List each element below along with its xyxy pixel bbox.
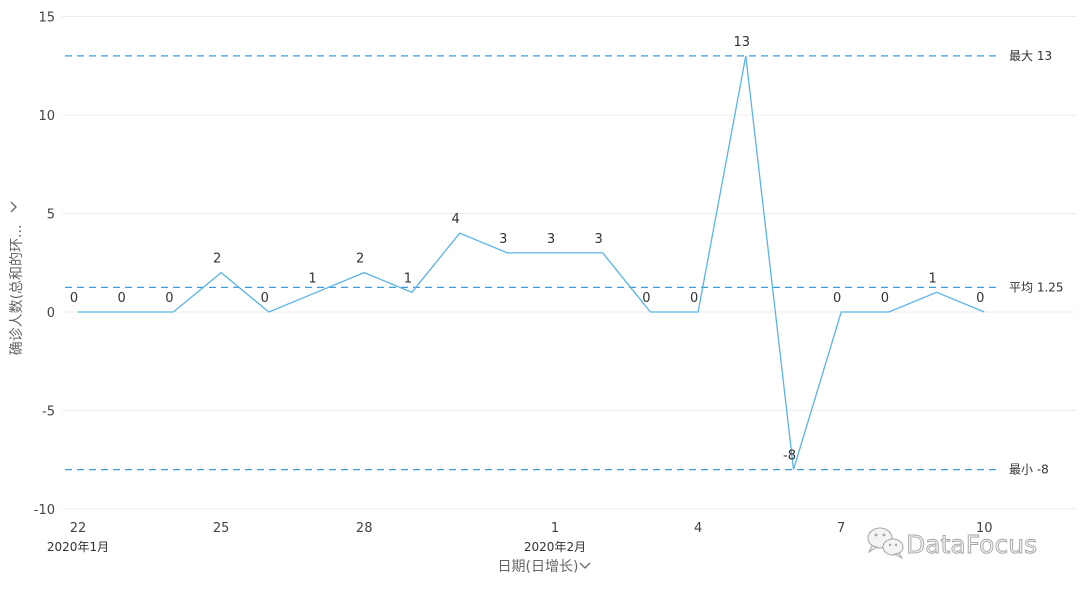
data-point	[696, 310, 700, 314]
x-tick-label: 25	[213, 521, 230, 536]
data-label: 2	[213, 252, 221, 267]
data-label: 13	[734, 35, 751, 50]
chevron-down-icon[interactable]	[579, 562, 591, 569]
data-label: 4	[451, 212, 459, 227]
watermark: DataFocus	[867, 527, 1038, 560]
data-label: 0	[70, 291, 78, 306]
y-axis-tick-labels: 15 10 5 0 -5 -10	[34, 11, 55, 519]
y-tick-label: -5	[42, 405, 55, 420]
data-point	[744, 54, 748, 58]
data-point	[935, 290, 939, 294]
y-tick-label: 10	[38, 109, 55, 124]
data-point	[267, 310, 271, 314]
y-tick-label: 0	[47, 306, 55, 321]
data-point	[601, 251, 605, 255]
data-label: 0	[642, 291, 650, 306]
data-point	[839, 310, 843, 314]
y-tick-label: -10	[34, 503, 55, 518]
data-point	[362, 271, 366, 275]
x-month-label: 2020年2月	[524, 540, 586, 554]
data-label: 2	[356, 252, 364, 267]
data-label: 0	[690, 291, 698, 306]
data-label: 0	[976, 291, 984, 306]
data-label: 0	[165, 291, 173, 306]
x-tick-label: 4	[694, 521, 702, 536]
x-tick-label: 7	[837, 521, 845, 536]
gridlines	[62, 16, 1076, 510]
data-point	[171, 310, 175, 314]
data-label: 3	[595, 232, 603, 247]
data-label: 0	[118, 291, 126, 306]
x-axis-month-labels: 2020年1月 2020年2月	[47, 540, 586, 554]
reference-line-label: 最大 13	[1009, 49, 1052, 63]
x-axis-tick-labels: 22 25 28 1 4 7 10	[70, 521, 993, 536]
y-axis-title[interactable]: 确诊人数(总和的环...	[9, 225, 25, 356]
x-tick-label: 10	[976, 521, 993, 536]
x-tick-label: 22	[70, 521, 87, 536]
data-labels: 0 0 0 2 0 1 2 1 4 3 3 3 0 0 13 -8 0 0 1 0	[70, 35, 985, 464]
data-label: 1	[928, 271, 936, 286]
data-point	[76, 310, 80, 314]
data-label: 0	[881, 291, 889, 306]
data-label: 3	[547, 232, 555, 247]
x-axis-title[interactable]: 日期(日增长)	[498, 559, 579, 575]
data-point	[219, 271, 223, 275]
data-point	[458, 231, 462, 235]
data-point	[648, 310, 652, 314]
x-tick-label: 28	[356, 521, 373, 536]
data-point	[315, 290, 319, 294]
data-point	[982, 310, 986, 314]
data-point	[124, 310, 128, 314]
data-label: 1	[308, 271, 316, 286]
data-point	[410, 290, 414, 294]
data-label: -8	[783, 449, 796, 464]
data-point	[505, 251, 509, 255]
chevron-right-icon[interactable]	[10, 201, 17, 213]
x-tick-label: 1	[551, 521, 559, 536]
reference-lines: 最大 13 平均 1.25 最小 -8	[65, 49, 1064, 477]
data-label: 0	[833, 291, 841, 306]
data-label: 0	[261, 291, 269, 306]
wechat-icon	[867, 527, 904, 560]
series-group	[76, 54, 986, 472]
series-line	[78, 55, 985, 470]
x-month-label: 2020年1月	[47, 540, 109, 554]
data-label: 1	[404, 271, 412, 286]
data-point	[792, 468, 796, 472]
y-tick-label: 15	[38, 11, 55, 26]
watermark-text: DataFocus	[906, 530, 1037, 559]
data-point	[887, 310, 891, 314]
data-point	[553, 251, 557, 255]
y-tick-label: 5	[47, 208, 55, 223]
data-label: 3	[499, 232, 507, 247]
reference-line-label: 平均 1.25	[1009, 280, 1064, 294]
reference-line-label: 最小 -8	[1009, 463, 1049, 477]
